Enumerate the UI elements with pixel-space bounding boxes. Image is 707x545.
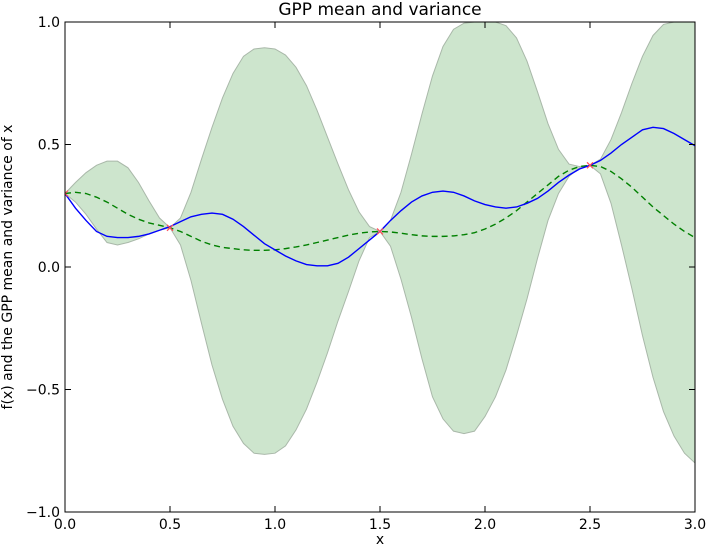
x-tick-label: 1.5 xyxy=(369,517,391,533)
plot-area xyxy=(65,22,695,464)
y-tick-label: 0.0 xyxy=(38,260,60,276)
observation-marker-stroke-b xyxy=(65,190,69,195)
x-tick-label: 3.0 xyxy=(684,517,706,533)
function-line xyxy=(65,126,695,267)
tick-layer: 0.0 0.5 1.0 1.5 2.0 2.5 3.0 −1.0 −0.5 0.0 0.5 1.0 xyxy=(26,15,706,533)
observation-marker xyxy=(166,224,174,232)
mean-line xyxy=(65,164,695,252)
y-tick-label: 0.5 xyxy=(38,138,60,154)
x-tick-label: 2.5 xyxy=(579,517,601,533)
observation-marker-stroke-a xyxy=(65,192,69,197)
observation-marker-stroke-b xyxy=(586,161,594,169)
y-tick-label: −1.0 xyxy=(26,505,60,521)
variance-band xyxy=(65,22,695,464)
observation-marker xyxy=(376,228,384,235)
chart-title: GPP mean and variance xyxy=(278,0,481,20)
x-tick-label: 2.0 xyxy=(474,517,496,533)
y-tick-label: −0.5 xyxy=(26,383,60,399)
axes-frame xyxy=(64,21,696,513)
y-axis-title: f(x) and the GPP mean and variance of x xyxy=(0,125,16,410)
observation-marker xyxy=(586,161,594,169)
observation-marker xyxy=(65,190,69,197)
y-tick-label: 1.0 xyxy=(38,15,60,31)
x-tick-label: 1.0 xyxy=(264,517,286,533)
x-tick-label: 0.5 xyxy=(159,517,181,533)
x-tick-label: 0.0 xyxy=(54,517,76,533)
plot-frame xyxy=(64,21,696,513)
observation-marker-stroke-b xyxy=(376,228,384,235)
observation-marker-stroke-b xyxy=(166,224,174,232)
x-axis-title: x xyxy=(376,532,384,545)
